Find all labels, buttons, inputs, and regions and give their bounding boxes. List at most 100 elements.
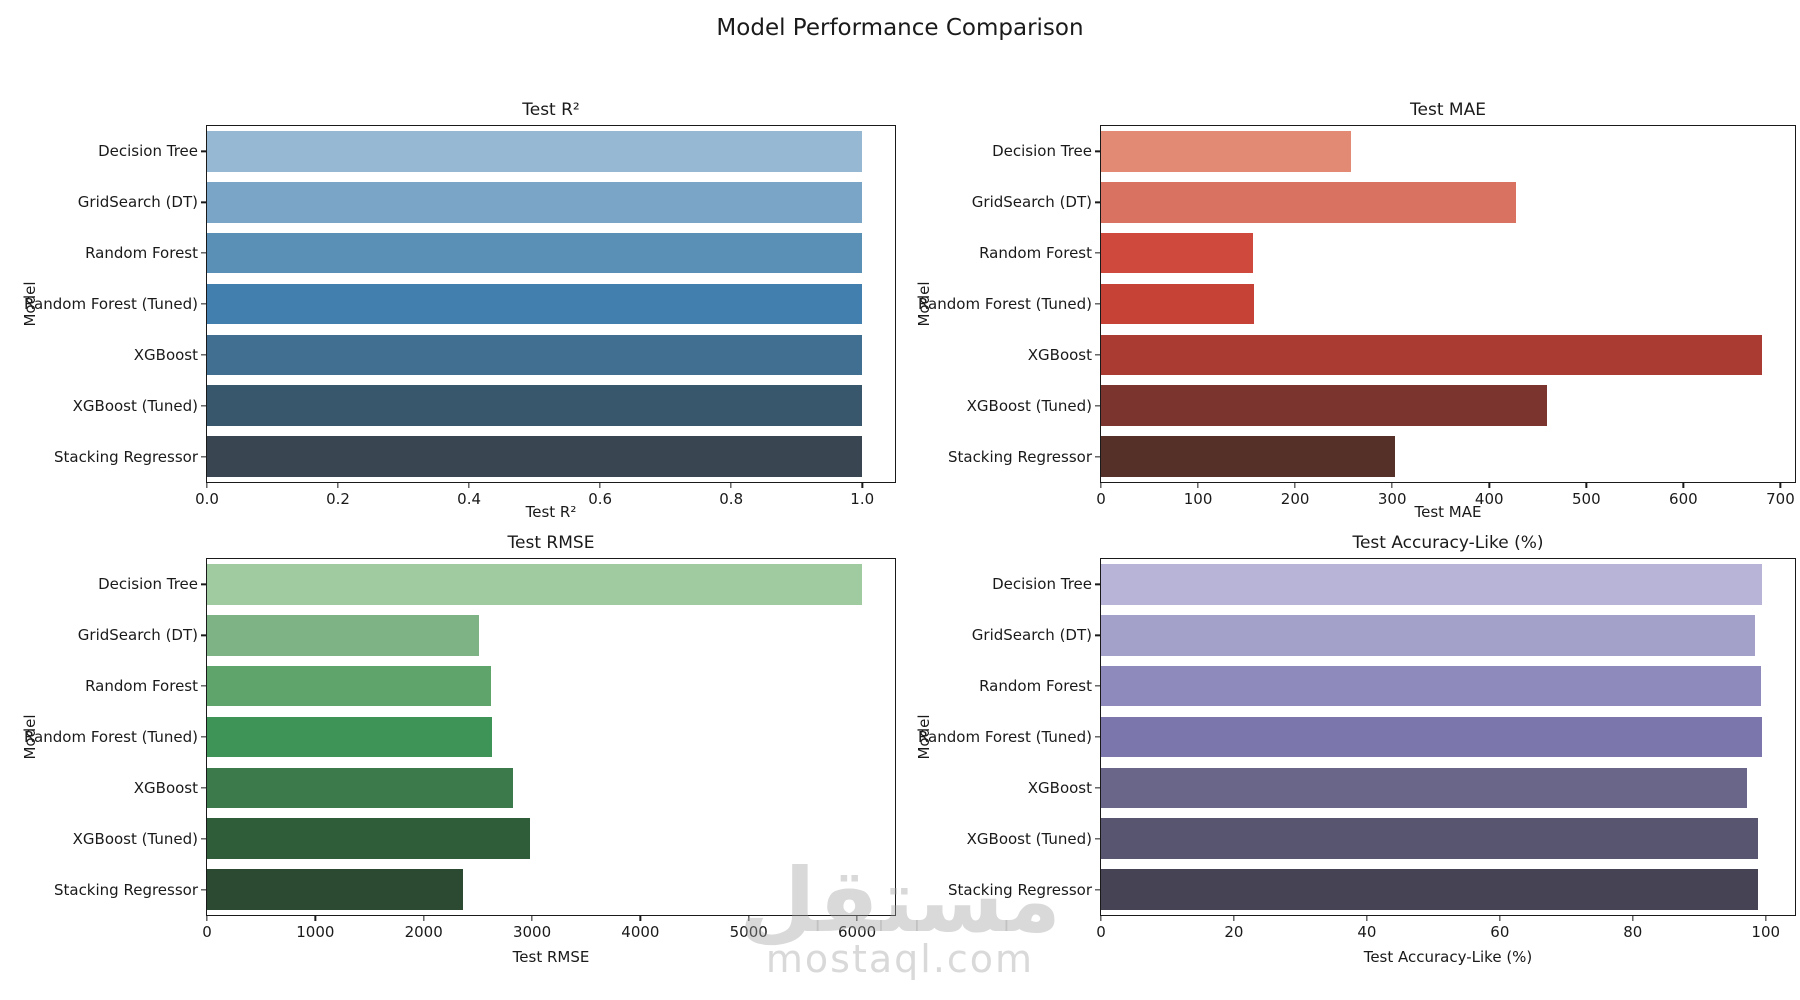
x-tick-mark [1100, 482, 1102, 488]
bar-gridsearch-dt [207, 181, 863, 223]
bar-random-forest-tuned [1101, 283, 1255, 325]
x-tick-label: 100 [1751, 923, 1781, 941]
x-tick-mark [1488, 482, 1490, 488]
y-tick-label: Stacking Regressor [53, 880, 198, 899]
y-tick-label: XGBoost [133, 778, 198, 797]
x-axis-label: Test MAE [1414, 503, 1482, 521]
bar-random-forest [1101, 665, 1762, 707]
bar-decision-tree [207, 131, 863, 172]
y-tick-mark [201, 787, 207, 789]
y-tick-label: Random Forest (Tuned) [23, 728, 198, 746]
y-tick-mark [201, 354, 207, 356]
x-tick-mark [423, 915, 425, 921]
x-tick-label: 0 [1096, 923, 1106, 941]
x-tick-label: 0.0 [195, 490, 219, 508]
y-tick-label: XGBoost [1027, 778, 1092, 797]
x-tick-label: 60 [1490, 923, 1510, 941]
x-tick-mark [1682, 482, 1685, 488]
x-tick-mark [468, 482, 470, 488]
bar-gridsearch-dt [1101, 181, 1517, 223]
y-tick-mark [201, 888, 207, 891]
x-tick-mark [861, 482, 863, 488]
y-tick-mark [1095, 838, 1101, 840]
subplot-test-r2: Test R² Test R² Model Decision Tree GridS… [21, 100, 896, 521]
y-tick-label: XGBoost [133, 345, 198, 364]
x-tick-label: 20 [1224, 923, 1244, 941]
y-tick-mark [201, 583, 207, 586]
bar-gridsearch-dt [1101, 614, 1756, 656]
x-tick-label: 0 [1096, 490, 1106, 508]
x-tick-label: 1.0 [850, 490, 875, 508]
x-tick-mark [1233, 915, 1235, 921]
bar-xgboost [1101, 334, 1762, 376]
axes-title: Test RMSE [507, 533, 595, 553]
y-tick-label: Random Forest (Tuned) [917, 728, 1092, 746]
subplot-test-accuracy: Test Accuracy-Like (%) Test Accuracy-Lik… [915, 533, 1796, 966]
bar-stacking-regressor [1101, 869, 1758, 910]
axes-title: Test MAE [1410, 100, 1486, 120]
x-tick-label: 300 [1377, 490, 1407, 508]
y-tick-mark [1095, 354, 1101, 356]
y-tick-mark [1095, 583, 1101, 586]
y-tick-mark [1095, 252, 1101, 254]
bar-random-forest-tuned [207, 283, 863, 325]
bar-decision-tree [1101, 564, 1762, 605]
y-tick-mark [201, 405, 207, 407]
y-tick-mark [201, 685, 207, 687]
bar-stacking-regressor [207, 869, 463, 910]
x-tick-label: 0.4 [457, 490, 482, 508]
x-tick-label: 0.8 [719, 490, 744, 508]
x-tick-label: 600 [1669, 490, 1698, 508]
x-tick-label: 0.6 [588, 490, 613, 508]
x-tick-label: 80 [1623, 923, 1643, 941]
bar-xgboost [207, 767, 513, 809]
y-tick-label: Stacking Regressor [947, 447, 1092, 466]
bar-xgboost-tuned [1101, 818, 1758, 860]
x-tick-mark [314, 915, 316, 921]
y-tick-label: XGBoost (Tuned) [72, 396, 198, 415]
x-tick-label: 5000 [729, 923, 768, 941]
x-tick-mark [748, 915, 750, 921]
x-tick-label: 4000 [621, 923, 660, 941]
y-tick-mark [1095, 455, 1101, 458]
y-tick-label: Decision Tree [98, 575, 198, 594]
y-tick-label: XGBoost (Tuned) [966, 396, 1092, 415]
y-tick-label: Random Forest [979, 244, 1092, 263]
bar-stacking-regressor [207, 436, 863, 477]
x-tick-label: 500 [1571, 490, 1601, 508]
y-tick-label: XGBoost (Tuned) [966, 829, 1092, 848]
x-axis-label: Test Accuracy-Like (%) [1363, 948, 1533, 966]
bar-random-forest-tuned [207, 716, 492, 758]
y-tick-label: XGBoost [1027, 345, 1092, 364]
subplot-test-rmse: Test RMSE Test RMSE Model Decision Tree G… [21, 533, 896, 966]
x-tick-mark [599, 482, 601, 488]
y-tick-label: Decision Tree [98, 142, 198, 161]
y-tick-mark [1095, 303, 1101, 305]
bar-random-forest [1101, 232, 1254, 274]
y-tick-label: XGBoost (Tuned) [72, 829, 198, 848]
x-tick-mark [206, 482, 208, 488]
x-tick-mark [1391, 482, 1393, 488]
y-tick-label: Random Forest [85, 677, 198, 696]
y-tick-label: Stacking Regressor [947, 880, 1092, 899]
y-tick-mark [1095, 888, 1101, 891]
x-tick-mark [1585, 482, 1587, 488]
y-tick-label: Random Forest [979, 677, 1092, 696]
y-tick-label: GridSearch (DT) [77, 626, 198, 645]
x-tick-mark [730, 482, 732, 488]
x-tick-mark [639, 915, 642, 921]
bar-gridsearch-dt [207, 614, 479, 656]
x-tick-mark [206, 915, 208, 921]
y-tick-label: GridSearch (DT) [971, 626, 1092, 645]
y-tick-label: GridSearch (DT) [971, 193, 1092, 212]
x-tick-label: 3000 [512, 923, 552, 941]
x-tick-label: 200 [1280, 490, 1310, 508]
y-tick-mark [1095, 405, 1101, 407]
x-axis-label: Test RMSE [512, 948, 590, 966]
y-tick-label: Random Forest [85, 244, 198, 263]
y-tick-label: Decision Tree [992, 575, 1092, 594]
bar-random-forest [207, 232, 863, 274]
x-axis-label: Test R² [525, 503, 577, 521]
x-tick-mark [1100, 915, 1102, 921]
